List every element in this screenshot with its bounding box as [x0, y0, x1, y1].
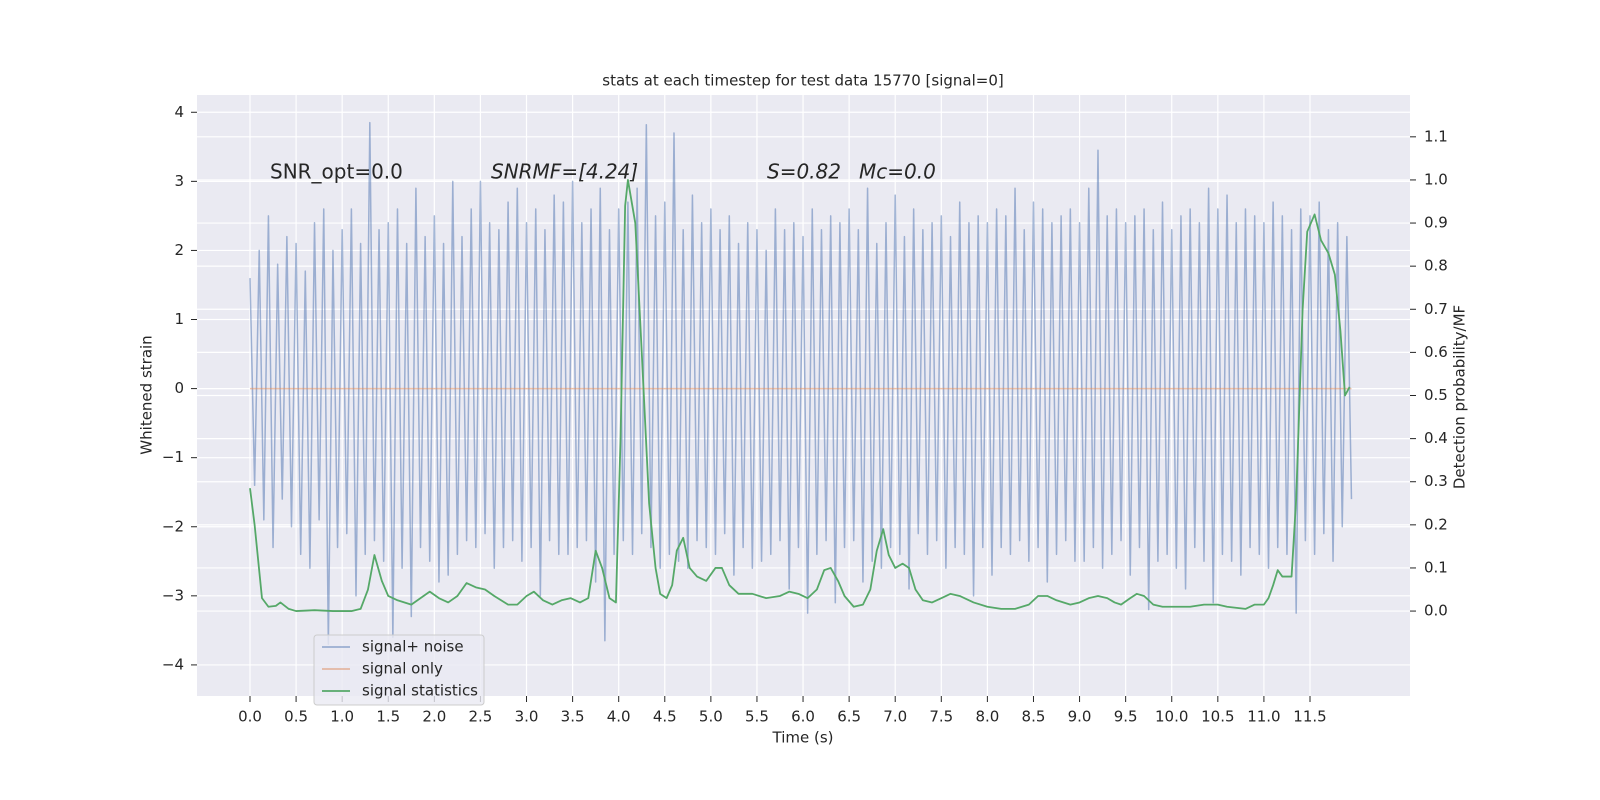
- x-axis-label: Time (s): [772, 729, 834, 747]
- y2-tick-label: 0.9: [1424, 214, 1448, 232]
- annotation: S=0.82: [767, 160, 841, 184]
- x-tick-label: 4.0: [607, 708, 631, 726]
- x-tick-label: 1.0: [330, 708, 354, 726]
- legend-label: signal+ noise: [362, 638, 464, 656]
- x-tick-label: 5.5: [745, 708, 769, 726]
- y-tick-label: −1: [162, 448, 184, 466]
- axes: 0.0 0.5 1.0 1.5 2.0 2.5 3.0 3.5 4.0 4.5 5.0 5.5 6.0 6…: [162, 103, 1448, 726]
- x-tick-label: 3.5: [561, 708, 585, 726]
- x-tick-label: 7.0: [883, 708, 907, 726]
- y2-tick-label: 0.8: [1424, 257, 1448, 275]
- y2-tick-label: 0.4: [1424, 429, 1448, 447]
- y2-tick-label: 1.1: [1424, 127, 1448, 145]
- legend: signal+ noise signal only signal statistic…: [313, 634, 485, 706]
- x-tick-label: 9.0: [1068, 708, 1092, 726]
- x-tick-label: 11.5: [1293, 708, 1326, 726]
- legend-label: signal statistics: [362, 682, 478, 700]
- x-tick-label: 8.0: [975, 708, 999, 726]
- y2-tick-label: 0.0: [1424, 602, 1448, 620]
- chart-title: stats at each timestep for test data 157…: [602, 72, 1003, 90]
- y2-tick-label: 0.3: [1424, 472, 1448, 490]
- x-tick-label: 3.0: [515, 708, 539, 726]
- y-tick-label: 4: [174, 103, 184, 121]
- legend-label: signal only: [362, 660, 443, 678]
- x-tick-label: 0.5: [284, 708, 308, 726]
- x-tick-label: 10.5: [1201, 708, 1234, 726]
- y2-tick-label: 0.5: [1424, 386, 1448, 404]
- annotation: SNRMF=[4.24]: [491, 160, 638, 184]
- x-tick-label: 10.0: [1155, 708, 1188, 726]
- x-tick-label: 2.0: [422, 708, 446, 726]
- x-tick-label: 0.0: [238, 708, 262, 726]
- marks: [249, 121, 1353, 645]
- y-axis-label: Whitened strain: [138, 335, 156, 454]
- x-tick-label: 8.5: [1022, 708, 1046, 726]
- x-tick-label: 9.5: [1114, 708, 1138, 726]
- series-line: [249, 121, 1353, 645]
- y2-tick-label: 0.2: [1424, 515, 1448, 533]
- x-tick-label: 4.5: [653, 708, 677, 726]
- y-tick-label: −4: [162, 655, 184, 673]
- y2-tick-label: 1.0: [1424, 170, 1448, 188]
- y-tick-label: −3: [162, 586, 184, 604]
- y-tick-label: 3: [174, 172, 184, 190]
- x-tick-label: 5.0: [699, 708, 723, 726]
- y-tick-label: 1: [174, 310, 184, 328]
- annotation: Mc=0.0: [859, 160, 936, 184]
- y2-axis-label: Detection probability/MF: [1451, 305, 1469, 489]
- x-tick-label: 6.0: [791, 708, 815, 726]
- x-tick-label: 7.5: [929, 708, 953, 726]
- x-tick-label: 2.5: [469, 708, 493, 726]
- y-tick-label: 2: [174, 241, 184, 259]
- y2-tick-label: 0.1: [1424, 558, 1448, 576]
- annotation: SNR_opt=0.0: [270, 160, 403, 184]
- y2-tick-label: 0.7: [1424, 300, 1448, 318]
- y2-tick-label: 0.6: [1424, 343, 1448, 361]
- x-tick-label: 1.5: [376, 708, 400, 726]
- x-tick-label: 6.5: [837, 708, 861, 726]
- x-tick-label: 11.0: [1247, 708, 1280, 726]
- legend-box: [313, 634, 485, 706]
- y-tick-label: −2: [162, 517, 184, 535]
- series-line: [249, 179, 1351, 612]
- y-tick-label: 0: [174, 379, 184, 397]
